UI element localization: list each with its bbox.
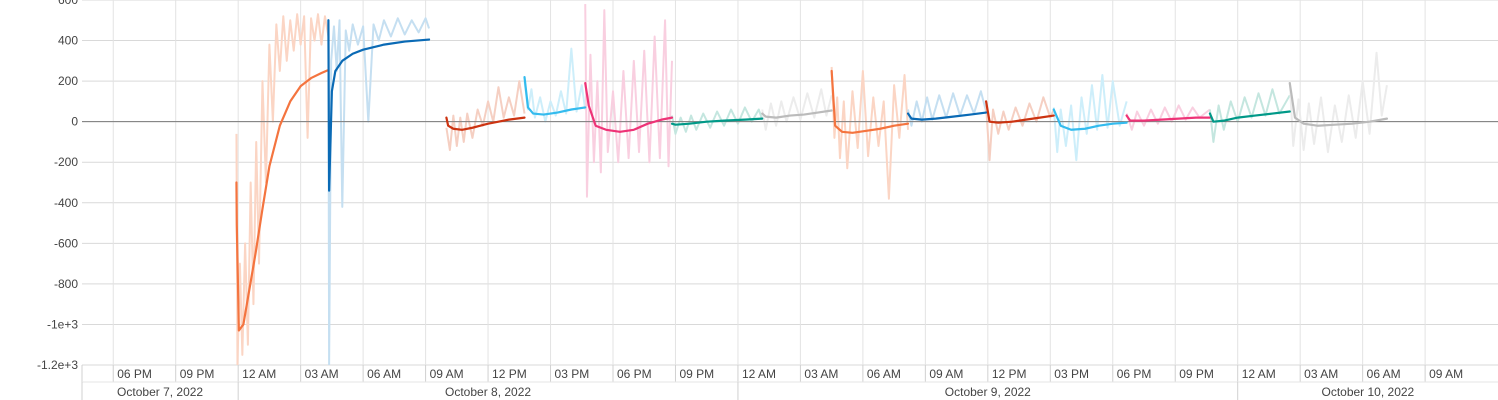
x-tick-label: 09 PM [679,367,714,381]
raw-series-line-3 [445,80,526,152]
y-tick-label: -1.2e+3 [37,358,78,372]
series-line-10 [984,100,1055,124]
x-tick-label: 03 AM [305,367,339,381]
date-band-label: October 7, 2022 [117,385,203,399]
raw-series-line-13 [1208,88,1291,143]
series-line-5 [584,82,674,133]
series-line-3 [445,116,526,131]
raw-series-line-9 [907,90,988,127]
x-tick-label: 09 PM [180,367,215,381]
x-tick-label: 03 PM [1054,367,1089,381]
y-axis: 600 400 200 0 -200 -400 -600 -800 -1e+3 -1.2e+3 [37,0,78,372]
y-tick-label: -800 [54,277,78,291]
x-tick-label: 03 AM [804,367,838,381]
series-line-1 [235,68,330,332]
y-tick-label: -400 [54,196,78,210]
series-line-12 [1125,114,1212,122]
x-tick-label: 12 PM [492,367,527,381]
y-tick-label: 200 [58,74,78,88]
series-line-8 [830,69,910,134]
x-tick-label: 12 AM [742,367,776,381]
x-tick-label: 06 AM [867,367,901,381]
raw-series-line-14 [1288,51,1388,154]
series-line-2 [327,19,431,192]
series-line-7 [761,109,833,119]
raw-series-line-5 [584,4,673,198]
x-tick-label: 09 AM [929,367,963,381]
x-tick-label: 06 PM [117,367,152,381]
series-line-14 [1288,82,1389,127]
raw-series-line-4 [523,47,587,123]
y-tick-label: -1e+3 [47,317,78,331]
y-tick-label: -600 [54,236,78,250]
raw-series-line-12 [1125,104,1211,131]
x-tick-label: 12 AM [1242,367,1276,381]
x-tick-label: 06 AM [1367,367,1401,381]
date-band-label: October 10, 2022 [1321,385,1414,399]
x-axis: 06 PM 09 PM 12 AM 03 AM 06 AM 09 AM 12 PM 03 PM… [81,365,1498,400]
plot-area [82,0,1498,365]
grid-lines [82,0,1498,366]
x-tick-label: 09 AM [1429,367,1463,381]
raw-series-line-2 [327,17,431,365]
raw-series-line-1 [235,13,330,365]
raw-series-line-7 [761,88,833,131]
series-line-13 [1208,110,1291,123]
y-tick-label: -200 [54,155,78,169]
x-tick-label: 06 AM [367,367,401,381]
y-tick-label: 400 [58,34,78,48]
series-line-4 [523,75,587,116]
raw-series-line-10 [985,96,1055,162]
y-tick-label: 600 [58,0,78,7]
date-band-label: October 9, 2022 [945,385,1031,399]
series-line-11 [1052,108,1128,131]
x-tick-label: 06 PM [617,367,652,381]
x-tick-label: 09 AM [430,367,464,381]
x-tick-label: 12 PM [992,367,1027,381]
x-tick-label: 06 PM [1117,367,1152,381]
x-tick-label: 03 AM [1304,367,1338,381]
x-tick-label: 03 PM [555,367,590,381]
smoothed-lines-layer [235,19,1389,332]
date-band-label: October 8, 2022 [445,385,531,399]
x-tick-label: 12 AM [242,367,276,381]
raw-series-line-8 [830,66,909,200]
date-axis: October 7, 2022 October 8, 2022 October 9,… [81,382,1415,400]
y-tick-label: 0 [71,115,78,129]
x-tick-label: 09 PM [1179,367,1214,381]
series-line-6 [670,117,764,126]
series-line-9 [906,111,988,121]
